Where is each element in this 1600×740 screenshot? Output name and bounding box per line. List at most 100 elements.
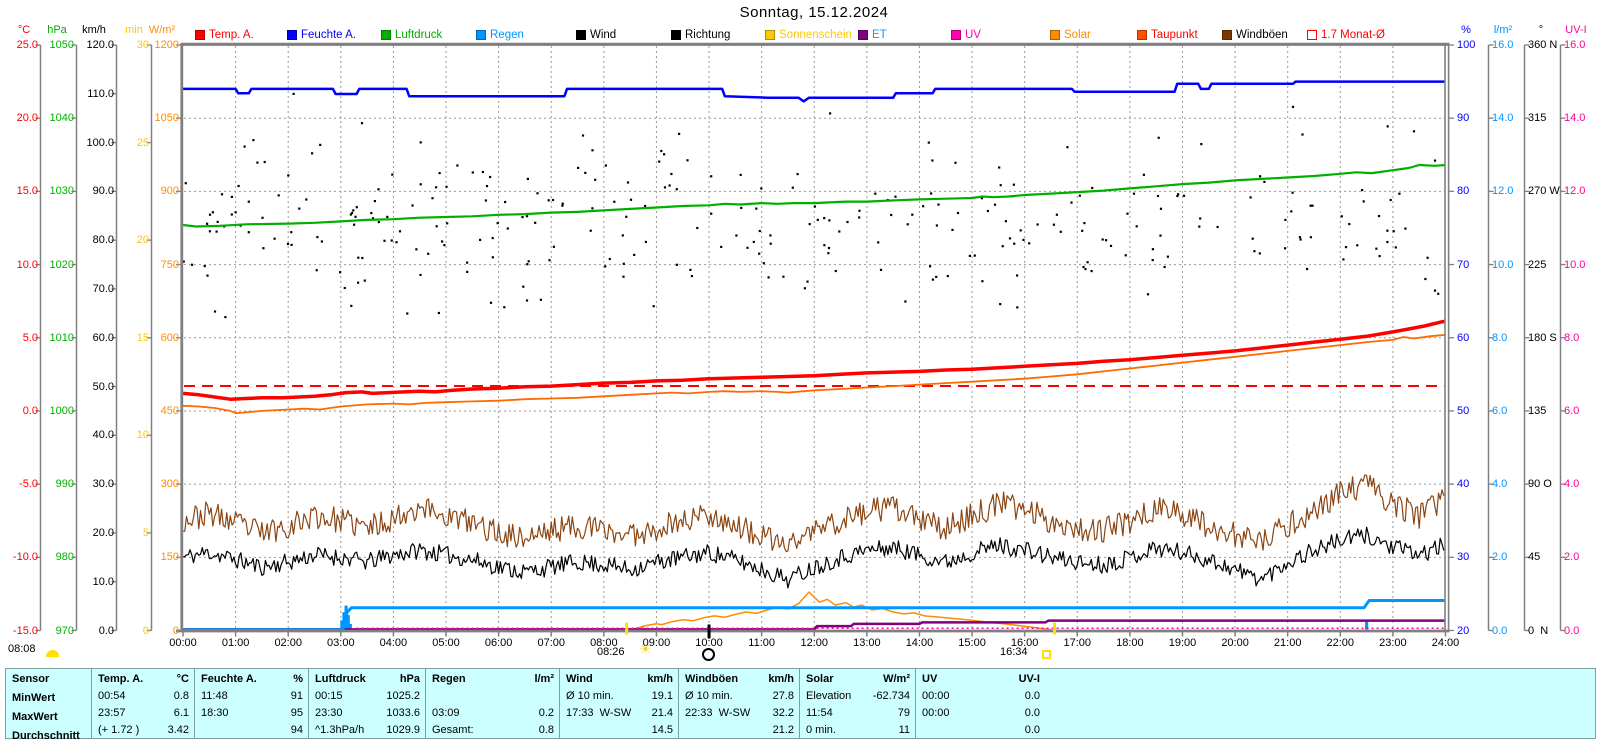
direction-dot bbox=[974, 255, 976, 257]
axis-unit-°: ° bbox=[1539, 24, 1543, 37]
x-tick-label: 00:00 bbox=[169, 637, 197, 650]
direction-dot bbox=[630, 199, 632, 201]
table-cell: 18:3095 bbox=[195, 705, 308, 722]
direction-dot bbox=[1363, 200, 1365, 202]
table-cell-label: 23:57 bbox=[98, 705, 126, 722]
tick-label: 0 bbox=[173, 625, 179, 638]
tick-label: 225 bbox=[1528, 259, 1546, 272]
table-cell-label: 00:00 bbox=[922, 688, 950, 705]
tick-label: 0 bbox=[143, 625, 149, 638]
legend-swatch-richtung bbox=[671, 30, 681, 40]
direction-dot bbox=[1066, 146, 1068, 148]
row-label-maxwert: MaxWert bbox=[6, 707, 91, 726]
legend-swatch-regen bbox=[476, 30, 486, 40]
direction-dot bbox=[1393, 230, 1395, 232]
direction-dot bbox=[395, 241, 397, 243]
direction-dot bbox=[185, 182, 187, 184]
direction-dot bbox=[1250, 196, 1252, 198]
x-tick-label: 03:00 bbox=[327, 637, 355, 650]
direction-dot bbox=[768, 276, 770, 278]
row-label-minwert-label: MinWert bbox=[12, 690, 55, 707]
direction-dot bbox=[357, 257, 359, 259]
x-tick-label: 13:00 bbox=[853, 637, 881, 650]
direction-dot bbox=[691, 275, 693, 277]
direction-dot bbox=[633, 254, 635, 256]
direction-dot bbox=[1390, 199, 1392, 201]
direction-dot bbox=[957, 212, 959, 214]
direction-dot bbox=[669, 184, 671, 186]
direction-dot bbox=[321, 240, 323, 242]
tick-label: 90 O bbox=[1528, 478, 1552, 491]
direction-dot bbox=[689, 269, 691, 271]
legend-label: Solar bbox=[1064, 29, 1091, 41]
direction-dot bbox=[1082, 266, 1084, 268]
tick-label: 90 bbox=[1457, 112, 1469, 125]
direction-dot bbox=[792, 187, 794, 189]
direction-dot bbox=[486, 185, 488, 187]
direction-dot bbox=[441, 240, 443, 242]
direction-dot bbox=[1424, 278, 1426, 280]
table-cell-value: 0.0 bbox=[1025, 688, 1040, 705]
column-header: Windkm/h bbox=[560, 669, 678, 688]
direction-dot bbox=[293, 93, 295, 95]
tick-label: 4.0 bbox=[1564, 478, 1579, 491]
direction-dot bbox=[1198, 226, 1200, 228]
tick-label: 20.0 bbox=[93, 527, 114, 540]
direction-dot bbox=[445, 186, 447, 188]
direction-dot bbox=[710, 175, 712, 177]
tick-label: 270 W bbox=[1528, 185, 1560, 198]
direction-dot bbox=[386, 216, 388, 218]
direction-dot bbox=[357, 282, 359, 284]
tick-label: 14.0 bbox=[1564, 112, 1585, 125]
legend-swatch-luftdruck bbox=[381, 30, 391, 40]
direction-dot bbox=[278, 194, 280, 196]
direction-dot bbox=[1361, 189, 1363, 191]
direction-dot bbox=[489, 176, 491, 178]
column-header: Windböenkm/h bbox=[679, 669, 799, 688]
direction-dot bbox=[361, 257, 363, 259]
tick-label: 15 bbox=[137, 332, 149, 345]
legend-label: ET bbox=[872, 29, 887, 41]
direction-dot bbox=[758, 253, 760, 255]
direction-dot bbox=[526, 299, 528, 301]
tick-label: 0.0 bbox=[1492, 625, 1507, 638]
legend-label: 1.7 Monat-Ø bbox=[1321, 29, 1385, 41]
tick-label: -5.0 bbox=[19, 478, 38, 491]
table-cell-value: 14.5 bbox=[652, 722, 673, 739]
table-cell: 23:301033.6 bbox=[309, 705, 425, 722]
direction-dot bbox=[947, 275, 949, 277]
series-regen bbox=[183, 601, 1446, 630]
direction-dot bbox=[521, 216, 523, 218]
table-column-temp-a-: Temp. A.°C00:540.823:576.1(+ 1.72 )3.42 bbox=[91, 669, 194, 738]
tick-label: 2.0 bbox=[1492, 551, 1507, 564]
direction-dot bbox=[456, 164, 458, 166]
direction-dot bbox=[1102, 238, 1104, 240]
direction-dot bbox=[1022, 239, 1024, 241]
direction-dot bbox=[686, 159, 688, 161]
direction-dot bbox=[660, 150, 662, 152]
summary-table: SensorMinWertMaxWertDurchschnittTemp. A.… bbox=[5, 668, 1596, 739]
direction-dot bbox=[1105, 239, 1107, 241]
x-tick-label: 11:00 bbox=[748, 637, 775, 650]
row-label-durchschnitt-label: Durchschnitt bbox=[12, 728, 80, 740]
direction-dot bbox=[823, 217, 825, 219]
table-column-regen: Regenl/m²03:090.2Gesamt:0.8 bbox=[425, 669, 559, 738]
column-header-label: UV bbox=[922, 671, 937, 688]
direction-dot bbox=[835, 270, 837, 272]
legend-label: Sonnenschein bbox=[779, 29, 852, 41]
direction-dot bbox=[1164, 266, 1166, 268]
direction-dot bbox=[582, 134, 584, 136]
direction-dot bbox=[391, 239, 393, 241]
axis-unit-l/m²: l/m² bbox=[1494, 24, 1512, 37]
legend-swatch-uv bbox=[951, 30, 961, 40]
table-cell: 22:33 W-SW32.2 bbox=[679, 705, 799, 722]
direction-dot bbox=[1387, 125, 1389, 127]
table-cell-value: 1029.9 bbox=[386, 722, 420, 739]
direction-dot bbox=[827, 252, 829, 254]
table-cell: 00:151025.2 bbox=[309, 688, 425, 705]
direction-dot bbox=[809, 223, 811, 225]
direction-dot bbox=[526, 263, 528, 265]
axis-unit-°C: °C bbox=[18, 24, 30, 37]
table-cell-label: 11:48 bbox=[201, 688, 228, 705]
tick-label: 20.0 bbox=[17, 112, 38, 125]
